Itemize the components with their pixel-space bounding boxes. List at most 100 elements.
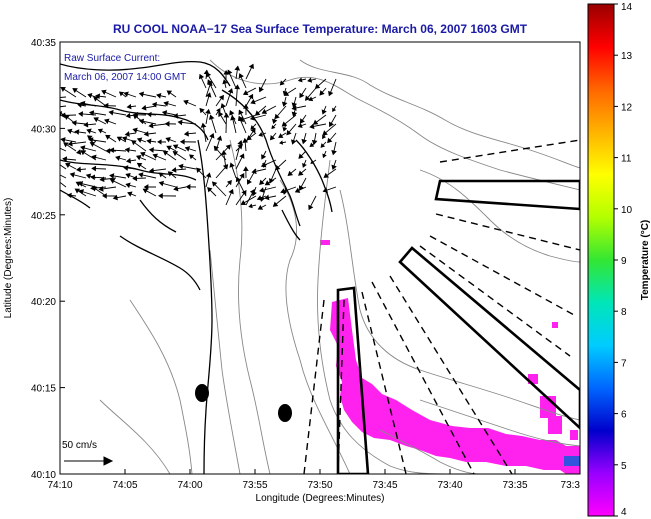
current-vector-head: [148, 122, 154, 129]
current-vector-head: [310, 159, 315, 164]
current-vector-head: [138, 118, 145, 125]
current-vector-head: [179, 138, 185, 145]
colorbar-tick-label: 8: [621, 307, 627, 318]
current-vector-head: [125, 172, 131, 179]
current-vector-head: [200, 122, 207, 128]
current-vector-head: [209, 132, 215, 139]
current-vector-head: [125, 157, 132, 164]
current-vector-head: [291, 111, 298, 117]
current-vector-head: [141, 104, 147, 111]
current-vector-head: [264, 180, 271, 186]
current-vector-head: [136, 162, 143, 168]
survey-radial-lines: [303, 139, 580, 474]
current-vector-head: [246, 179, 252, 185]
current-vector-head: [299, 118, 305, 124]
current-vector-head: [239, 172, 245, 179]
current-vector-head: [286, 129, 292, 136]
current-vector-head: [161, 110, 168, 116]
current-vector-head: [142, 188, 149, 194]
current-vector-head: [283, 90, 290, 96]
current-vector-head: [290, 139, 297, 145]
x-axis-ticks: 74:10 74:05 74:00 73:55 73:50 73:45 73:40 73:35…: [47, 469, 581, 491]
current-vector-head: [148, 147, 154, 153]
current-vector: [60, 96, 67, 98]
current-vector-head: [299, 92, 305, 99]
current-vector-head: [230, 115, 236, 121]
annotation-line-2: March 06, 2007 14:00 GMT: [64, 72, 186, 83]
current-vector-head: [322, 134, 327, 140]
x-tick-label: 73:55: [242, 480, 267, 491]
current-vector-head: [185, 184, 191, 190]
current-vector-head: [162, 150, 169, 156]
x-axis-label: Longitude (Degrees:Minutes): [256, 493, 385, 504]
current-vector-head: [136, 137, 143, 143]
current-vector-head: [62, 156, 68, 162]
current-vector-head: [93, 96, 99, 102]
current-vector-head: [248, 93, 254, 100]
current-vector-head: [177, 119, 183, 126]
current-vector-head: [250, 115, 256, 121]
current-vector-head: [167, 171, 174, 177]
current-vector-head: [321, 109, 327, 115]
current-vector-head: [80, 150, 86, 156]
current-vector-head: [118, 91, 125, 97]
current-vector-head: [332, 107, 337, 113]
survey-box-diagonal: [398, 246, 580, 430]
y-tick-label: 40:20: [31, 297, 56, 308]
current-vector-head: [112, 194, 118, 201]
current-vector-head: [327, 137, 333, 144]
current-vector-head: [294, 187, 301, 193]
current-vector-head: [166, 145, 172, 151]
current-vector-head: [91, 154, 97, 161]
current-vector-head: [164, 120, 170, 127]
current-vector-head: [138, 172, 144, 178]
sst-patch: [320, 240, 580, 474]
current-vector-head: [99, 176, 105, 183]
current-vector-head: [282, 126, 288, 132]
current-vector-head: [237, 115, 244, 122]
current-vector-head: [258, 132, 264, 137]
current-vector-head: [132, 127, 138, 134]
current-vector-head: [123, 91, 129, 97]
current-vector-head: [261, 154, 267, 160]
current-vector-head: [63, 142, 69, 148]
current-vector-head: [248, 63, 254, 70]
current-vector-head: [298, 170, 304, 176]
y-tick-label: 40:35: [31, 38, 56, 49]
current-vector-head: [55, 161, 59, 165]
current-vector-head: [85, 173, 92, 179]
current-vector-head: [143, 131, 149, 137]
sst-warm-cell: [564, 456, 580, 466]
survey-tracks: [303, 139, 580, 474]
current-vector-head: [223, 112, 230, 118]
current-vector-head: [143, 184, 149, 190]
current-vector-head: [226, 180, 232, 186]
current-vector-head: [237, 139, 243, 146]
scale-arrow: [64, 456, 114, 466]
current-vector-head: [189, 154, 195, 160]
current-vector-head: [131, 140, 137, 146]
current-vector-head: [126, 103, 132, 110]
current-vector: [60, 174, 67, 179]
current-vector-head: [279, 140, 284, 145]
current-vector-head: [124, 131, 130, 137]
current-vector-head: [171, 167, 177, 173]
current-vector-head: [319, 90, 325, 96]
current-vector-head: [312, 119, 319, 125]
current-vector-head: [225, 144, 231, 150]
colorbar-tick-label: 12: [621, 102, 633, 113]
current-vector-head: [205, 108, 211, 115]
current-vector-head: [75, 166, 81, 173]
current-vector-head: [146, 111, 152, 118]
current-vector-head: [87, 135, 93, 141]
current-vector-head: [65, 162, 71, 168]
current-vector-head: [207, 79, 213, 85]
colorbar-tick-label: 13: [621, 51, 633, 62]
current-vector-head: [309, 123, 315, 130]
current-vector-head: [157, 139, 162, 145]
current-vector-head: [105, 134, 111, 140]
current-vector-head: [249, 188, 255, 195]
current-vector-head: [271, 118, 278, 125]
current-vector-head: [291, 105, 297, 111]
current-vector-head: [223, 70, 229, 75]
